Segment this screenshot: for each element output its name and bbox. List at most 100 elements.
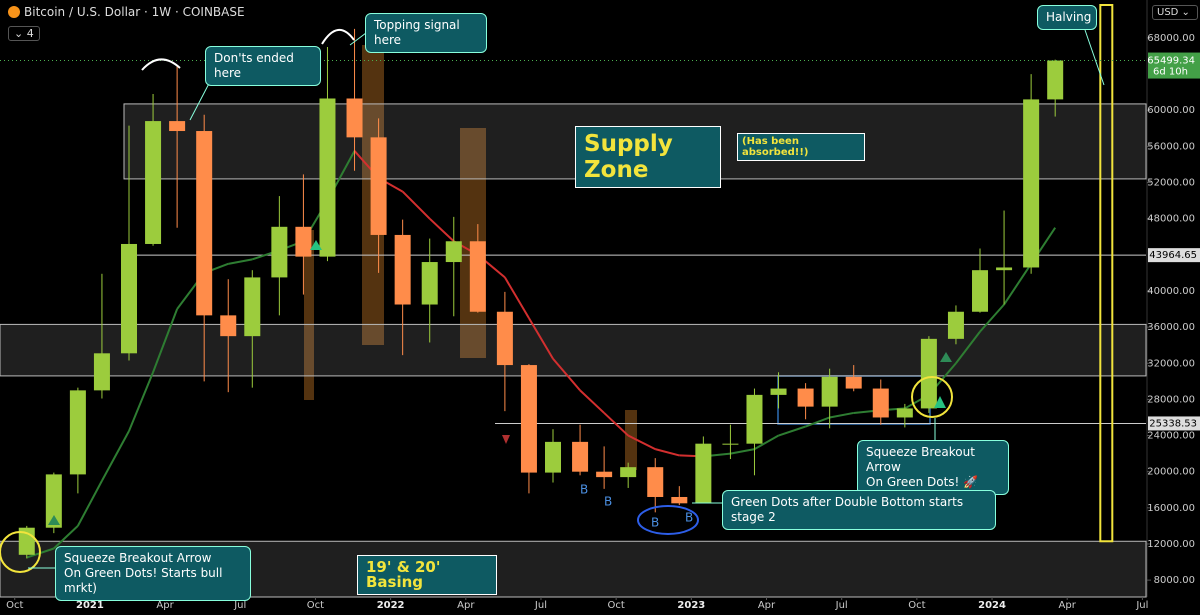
candle-body: [620, 467, 637, 478]
level-label: 43964.65: [1149, 250, 1197, 261]
bottom-label: B: [685, 511, 693, 525]
candle-body: [695, 443, 712, 504]
ma-segment: [955, 331, 981, 364]
annotation-line: Squeeze Breakout Arrow: [64, 551, 212, 565]
x-tick-label: Jul: [835, 600, 848, 611]
squeeze-zone: [625, 410, 637, 470]
currency-select[interactable]: USD ⌄: [1152, 5, 1198, 20]
supply-zone-label: Supply Zone: [575, 126, 721, 188]
x-tick-label: 2024: [978, 600, 1006, 611]
x-tick-label: Jul: [233, 600, 246, 611]
level-label-bg: [1148, 416, 1200, 431]
y-tick-label: 36000.00: [1147, 322, 1195, 333]
candle-body: [394, 234, 411, 305]
btc-icon: [8, 6, 20, 18]
ma-segment: [1003, 263, 1032, 306]
candle-body: [319, 98, 336, 257]
arrow-up: [934, 396, 946, 408]
x-tick-label: Oct: [908, 600, 925, 611]
highlight-circle: [911, 376, 953, 418]
x-tick-label: Oct: [6, 600, 23, 611]
ma-segment: [429, 217, 455, 242]
bottom-label: B: [604, 495, 612, 509]
ma-segment: [228, 258, 253, 265]
annotation: Squeeze Breakout Arrow On Green Dots! Sta…: [55, 546, 251, 601]
candle-body: [220, 315, 237, 337]
last-price-bg: [1148, 52, 1200, 79]
price-axis-bg: [1148, 0, 1200, 615]
candle-body: [972, 270, 989, 312]
squeeze-zone: [304, 230, 314, 400]
plot-layer: [0, 28, 1146, 559]
x-tick-label: Jul: [1135, 600, 1148, 611]
currency: USD: [1157, 7, 1179, 18]
candle-body: [896, 408, 913, 418]
y-tick-label: 48000.00: [1147, 214, 1195, 225]
candle-body: [271, 226, 288, 278]
x-tick-label: Apr: [156, 600, 174, 611]
candle-body: [596, 471, 613, 478]
candle-body: [469, 241, 486, 312]
ma-segment: [579, 389, 605, 414]
candle-body: [671, 496, 688, 504]
arrow-up: [940, 352, 952, 362]
ma-segment: [101, 430, 130, 482]
candle-body: [872, 388, 889, 418]
x-tick-label: Oct: [307, 600, 324, 611]
top-arc: [141, 58, 181, 71]
ma-segment: [552, 358, 581, 392]
y-tick-label: 16000.00: [1147, 503, 1195, 514]
ma-segment: [77, 480, 103, 527]
countdown: 6d 10h: [1153, 67, 1188, 78]
double-bottom-circle: [637, 505, 699, 535]
candle-body: [920, 338, 937, 409]
indicator-toggle[interactable]: ⌄ 4: [8, 26, 40, 41]
candle-body: [947, 311, 964, 339]
candle-body: [45, 474, 62, 528]
absorbed-label: (Has been absorbed!!): [737, 133, 865, 161]
bottom-label: B: [580, 483, 588, 497]
candle-body: [1047, 60, 1064, 100]
y-tick-label: 28000.00: [1147, 394, 1195, 405]
ma-segment: [603, 412, 629, 437]
bottom-labels: B B B B: [580, 483, 693, 530]
last-price: 65499.34: [1147, 56, 1195, 67]
candle-body: [421, 262, 438, 305]
y-tick-label: 24000.00: [1147, 431, 1195, 442]
basing-label: 19' & 20' Basing: [357, 555, 497, 595]
annotation: Squeeze Breakout Arrow On Green Dots! 🚀: [857, 440, 1009, 495]
candle-body: [1023, 99, 1040, 268]
arrow-down: [502, 435, 510, 444]
annotation: Topping signal here: [365, 13, 487, 53]
candle-body: [244, 277, 261, 337]
y-tick-label: 60000.00: [1147, 105, 1195, 116]
y-tick-label: 12000.00: [1147, 539, 1195, 550]
candle-body: [145, 121, 162, 244]
annotation-line: Squeeze Breakout Arrow: [866, 445, 975, 474]
header: Bitcoin / U.S. Dollar · 1W · COINBASE: [8, 5, 245, 19]
zone: [0, 323, 1147, 377]
pointer: [1084, 29, 1105, 86]
candle-body: [845, 376, 862, 389]
annotation: Don'ts ended here: [205, 46, 321, 86]
candle-body: [545, 441, 562, 473]
x-tick-label: Apr: [457, 600, 475, 611]
candle-body: [169, 121, 186, 132]
annotation: Green Dots after Double Bottom starts st…: [722, 490, 996, 530]
top-arc: [321, 29, 355, 45]
x-tick-label: Jul: [534, 600, 547, 611]
ma-segment: [504, 276, 530, 319]
candle-body: [821, 376, 838, 407]
x-tick-label: Apr: [1059, 600, 1077, 611]
candle-body: [445, 241, 462, 263]
indicator-count: 4: [26, 27, 34, 40]
halving-marker: [1099, 4, 1114, 543]
arrow-up: [310, 240, 322, 250]
x-tick-label: Oct: [608, 600, 625, 611]
y-tick-label: 20000.00: [1147, 467, 1195, 478]
ma-segment: [128, 371, 154, 432]
y-tick-label: 8000.00: [1154, 575, 1195, 586]
ma-segment: [730, 448, 755, 455]
decorations: [0, 29, 1105, 573]
